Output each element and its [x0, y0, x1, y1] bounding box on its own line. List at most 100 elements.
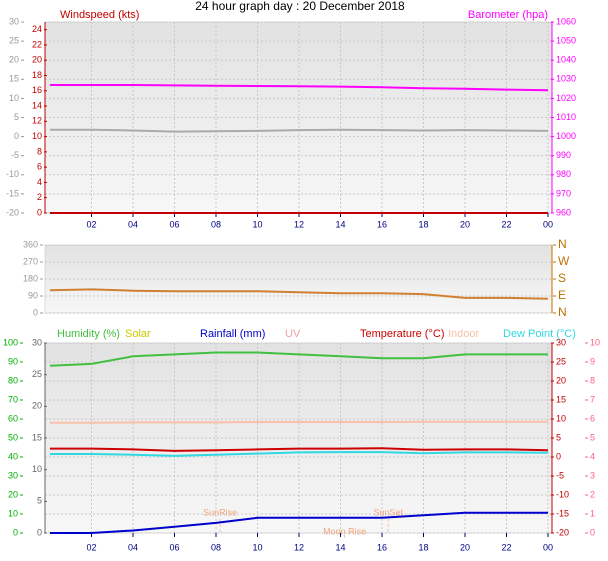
x-tick-label: 14 [335, 542, 345, 552]
y2-tick-label: 1030 [556, 74, 576, 84]
x-tick-label: 16 [377, 219, 387, 229]
y2-tick-label: 1010 [556, 112, 576, 122]
y-tick-label: -10 [6, 169, 19, 179]
y-tick-label: 30 [9, 16, 19, 26]
y4-tick-label: 9 [590, 356, 595, 366]
y2-tick-label: 960 [556, 207, 571, 217]
y2-tick-label: W [558, 254, 570, 268]
y-tick-label: 60 [8, 413, 18, 423]
annotation: Moon Rise [323, 526, 366, 536]
y2-tick-label: 30 [556, 337, 566, 347]
y4-tick-label: 2 [590, 489, 595, 499]
y-tick-label: 10 [9, 93, 19, 103]
series-line [50, 128, 549, 133]
y-tick-label: 40 [8, 451, 18, 461]
y3-tick-label: 15 [32, 432, 42, 442]
y2-tick-label: 1050 [556, 35, 576, 45]
y-tick-label: 10 [8, 508, 18, 518]
y4-tick-label: 0 [590, 527, 595, 537]
legend-entry: Dew Point (°C) [503, 328, 576, 340]
y3-tick-label: 25 [32, 369, 42, 379]
y4-tick-label: 4 [590, 451, 595, 461]
x-tick-label: 00 [543, 219, 553, 229]
legend-entry: Temperature (°C) [360, 328, 444, 340]
y3-tick-label: 4 [37, 177, 42, 187]
y3-tick-label: 16 [32, 85, 42, 95]
y2-tick-label: 970 [556, 188, 571, 198]
y4-tick-label: 8 [590, 375, 595, 385]
y2-tick-label: -15 [556, 508, 569, 518]
y2-tick-label: E [558, 288, 566, 302]
y4-tick-label: 6 [590, 413, 595, 423]
y2-tick-label: N [558, 237, 567, 251]
y4-tick-label: 5 [590, 432, 595, 442]
series-line [49, 351, 548, 367]
y2-tick-label: 20 [556, 375, 566, 385]
chart-title: 24 hour graph day : 20 December 2018 [195, 0, 405, 13]
y3-tick-label: 22 [32, 39, 42, 49]
y2-tick-label: 980 [556, 169, 571, 179]
y-tick-label: 30 [8, 470, 18, 480]
y2-tick-label: S [558, 271, 566, 285]
annotation: SunSet [373, 507, 403, 517]
y2-tick-label: -5 [556, 470, 564, 480]
y4-tick-label: 3 [590, 470, 595, 480]
y4-tick-label: 10 [590, 337, 600, 347]
y-tick-label: 20 [8, 489, 18, 499]
y2-tick-label: 15 [556, 394, 566, 404]
legend-entry: Barometer (hpa) [468, 9, 548, 21]
y3-tick-label: 5 [37, 496, 42, 506]
series-line [50, 420, 548, 424]
x-tick-label: 12 [294, 219, 304, 229]
y-tick-label: 80 [8, 375, 18, 385]
x-tick-label: 10 [252, 542, 262, 552]
y2-tick-label: 5 [556, 432, 561, 442]
y-tick-label: 0 [33, 307, 38, 317]
x-tick-label: 02 [86, 542, 96, 552]
y2-tick-label: 25 [556, 356, 566, 366]
x-tick-label: 00 [543, 542, 553, 552]
y-tick-label: 90 [28, 290, 38, 300]
x-tick-label: 04 [128, 542, 138, 552]
y2-tick-label: 1000 [556, 131, 576, 141]
y2-tick-label: 1040 [556, 55, 576, 65]
y3-tick-label: 0 [37, 527, 42, 537]
series-line [49, 288, 549, 300]
x-tick-label: 06 [169, 542, 179, 552]
legend-entry: Humidity (%) [57, 328, 120, 340]
y3-tick-label: 8 [37, 146, 42, 156]
legend-entry: Solar [125, 328, 151, 340]
y-tick-label: 20 [9, 55, 19, 65]
y-tick-label: 360 [23, 239, 38, 249]
y2-tick-label: 10 [556, 413, 566, 423]
y2-tick-label: 1020 [556, 93, 576, 103]
y-tick-label: 5 [14, 112, 19, 122]
x-tick-label: 02 [86, 219, 96, 229]
y-tick-label: -20 [6, 207, 19, 217]
y2-tick-label: 1060 [556, 16, 576, 26]
y-tick-label: 180 [23, 273, 38, 283]
x-tick-label: 08 [211, 219, 221, 229]
y2-tick-label: N [558, 305, 567, 319]
y-tick-label: 50 [8, 432, 18, 442]
x-tick-label: 20 [460, 542, 470, 552]
y3-tick-label: 14 [32, 100, 42, 110]
x-tick-label: 10 [252, 219, 262, 229]
legend-entry: UV [285, 328, 301, 340]
y3-tick-label: 2 [37, 192, 42, 202]
y4-tick-label: 1 [590, 508, 595, 518]
x-tick-label: 06 [169, 219, 179, 229]
y-tick-label: 100 [3, 337, 18, 347]
annotation: SunRise [203, 507, 237, 517]
y3-tick-label: 20 [32, 401, 42, 411]
y-tick-label: 0 [14, 131, 19, 141]
y2-tick-label: -10 [556, 489, 569, 499]
y-tick-label: 25 [9, 35, 19, 45]
series-line [50, 511, 548, 534]
series-line [50, 447, 549, 452]
y-tick-label: 90 [8, 356, 18, 366]
y2-tick-label: 0 [556, 451, 561, 461]
legend-entry: Indoor [448, 328, 480, 340]
y3-tick-label: 30 [32, 337, 42, 347]
y-tick-label: -15 [6, 188, 19, 198]
